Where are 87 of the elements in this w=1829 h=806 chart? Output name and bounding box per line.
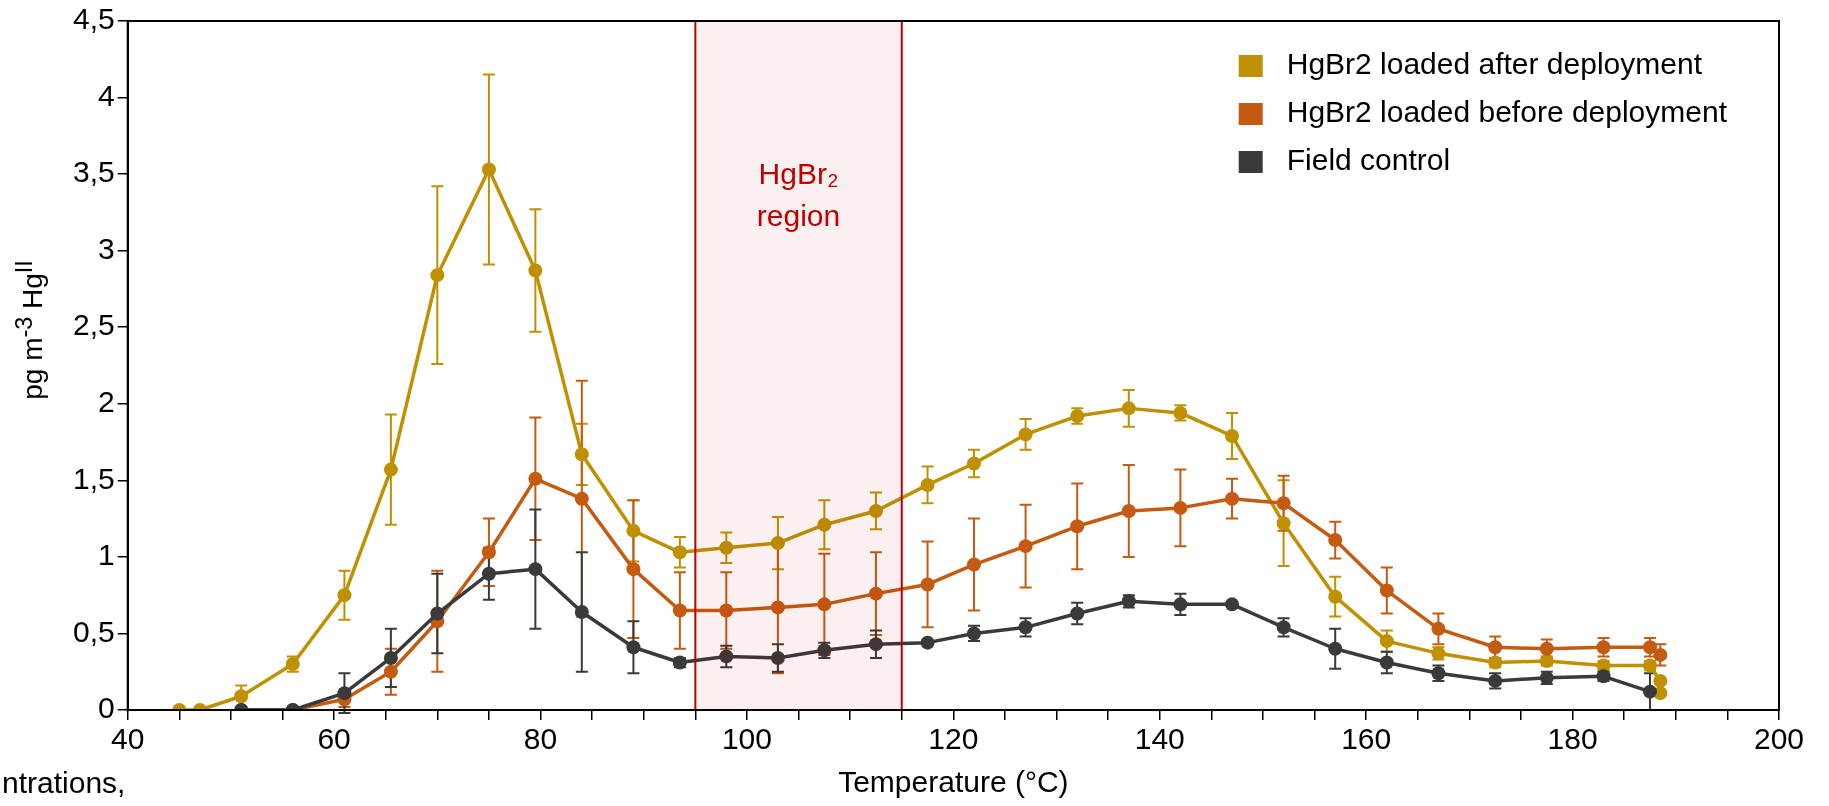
point <box>817 517 832 532</box>
x-tick-label: 160 <box>1341 722 1392 756</box>
y-tick-label: 3,5 <box>72 155 115 189</box>
point <box>868 503 883 518</box>
point <box>1018 427 1033 442</box>
point <box>1276 496 1291 511</box>
point <box>719 649 734 664</box>
point <box>528 263 543 278</box>
point <box>770 650 785 665</box>
point <box>920 635 935 650</box>
point <box>1018 539 1033 554</box>
point <box>1653 647 1668 662</box>
y-tick-label: 4 <box>98 78 115 112</box>
point <box>1070 606 1085 621</box>
point <box>383 462 398 477</box>
y-tick-label: 2 <box>98 385 115 419</box>
legend-label: HgBr2 loaded before deployment <box>1286 95 1728 129</box>
point <box>383 650 398 665</box>
x-tick-label: 140 <box>1134 722 1185 756</box>
point <box>719 603 734 618</box>
point <box>1276 516 1291 531</box>
point <box>626 640 641 655</box>
text: ntrations, <box>2 766 126 800</box>
point <box>481 162 496 177</box>
point <box>1488 640 1503 655</box>
point <box>574 447 589 462</box>
point <box>1070 519 1085 534</box>
point <box>337 686 352 701</box>
point <box>1653 673 1668 688</box>
point <box>1328 533 1343 548</box>
y-tick-label: 0 <box>98 691 115 725</box>
point <box>868 637 883 652</box>
point <box>672 603 687 618</box>
x-tick-label: 180 <box>1547 722 1598 756</box>
y-tick-label: 4,5 <box>72 2 115 36</box>
point <box>234 689 249 704</box>
point <box>430 268 445 283</box>
point <box>1379 583 1394 598</box>
point <box>719 540 734 555</box>
band-label: HgBr₂ region <box>756 157 841 233</box>
point <box>1121 401 1136 416</box>
point <box>966 456 981 471</box>
point <box>1225 491 1240 506</box>
point <box>817 597 832 612</box>
point <box>1173 500 1188 515</box>
point <box>1225 597 1240 612</box>
point <box>672 545 687 560</box>
point <box>920 577 935 592</box>
point <box>1431 621 1446 636</box>
x-tick-label: 80 <box>523 722 558 756</box>
point <box>1328 641 1343 656</box>
y-tick-label: 3 <box>98 231 115 265</box>
point <box>528 562 543 577</box>
point <box>1173 597 1188 612</box>
point <box>770 600 785 615</box>
point <box>574 605 589 620</box>
point <box>383 664 398 679</box>
point <box>430 606 445 621</box>
point <box>1379 655 1394 670</box>
point <box>868 586 883 601</box>
point <box>574 491 589 506</box>
point <box>481 545 496 560</box>
point <box>1379 634 1394 649</box>
point <box>770 536 785 551</box>
x-tick-label: 60 <box>317 722 351 756</box>
x-tick-label: 100 <box>721 722 772 756</box>
x-tick-label: 40 <box>111 722 145 756</box>
point <box>626 523 641 538</box>
point <box>1328 589 1343 604</box>
y-tick-label: 0,5 <box>72 614 115 648</box>
point <box>481 566 496 581</box>
legend-label: HgBr2 loaded after deployment <box>1286 47 1703 81</box>
x-tick-label: 200 <box>1753 722 1805 756</box>
point <box>337 588 352 603</box>
point <box>1225 428 1240 443</box>
x-axis-title: Temperature (°C) <box>838 765 1069 799</box>
point <box>966 557 981 572</box>
point <box>920 477 935 492</box>
point <box>1121 503 1136 518</box>
point <box>1642 684 1657 699</box>
legend-label: Field control <box>1286 143 1451 177</box>
y-tick-label: 2,5 <box>72 308 115 342</box>
x-tick-label: 120 <box>928 722 979 756</box>
point <box>528 471 543 486</box>
y-tick-label: 1,5 <box>72 461 115 495</box>
y-tick-label: 1 <box>98 538 115 572</box>
point <box>626 562 641 577</box>
